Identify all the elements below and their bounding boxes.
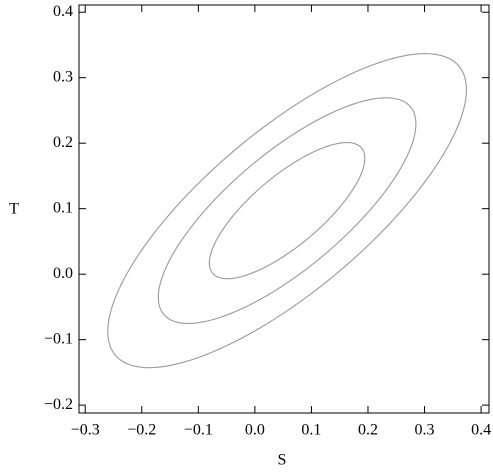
x-tick-label: 0.4 <box>471 422 491 439</box>
y-tick-label: −0.2 <box>44 396 73 413</box>
x-tick-label: 0.1 <box>301 422 321 439</box>
x-tick-label: 0.3 <box>415 422 435 439</box>
x-axis-label: S <box>278 452 287 469</box>
contour-line <box>157 97 417 325</box>
x-tick-label: 0.0 <box>245 422 265 439</box>
plot-frame <box>78 4 490 414</box>
contour-line <box>107 53 467 369</box>
y-tick-label: 0.1 <box>53 199 73 216</box>
y-tick-label: −0.1 <box>44 330 73 347</box>
y-tick-label: 0.3 <box>53 68 73 85</box>
contour-line <box>208 142 366 280</box>
x-tick-label: −0.1 <box>184 422 213 439</box>
x-tick-label: 0.2 <box>358 422 378 439</box>
y-tick-label: 0.2 <box>53 134 73 151</box>
y-axis-label: T <box>9 201 19 218</box>
x-tick-label: −0.3 <box>71 422 100 439</box>
y-tick-label: 0.4 <box>53 3 73 20</box>
y-tick-label: 0.0 <box>53 265 73 282</box>
x-tick-label: −0.2 <box>127 422 156 439</box>
